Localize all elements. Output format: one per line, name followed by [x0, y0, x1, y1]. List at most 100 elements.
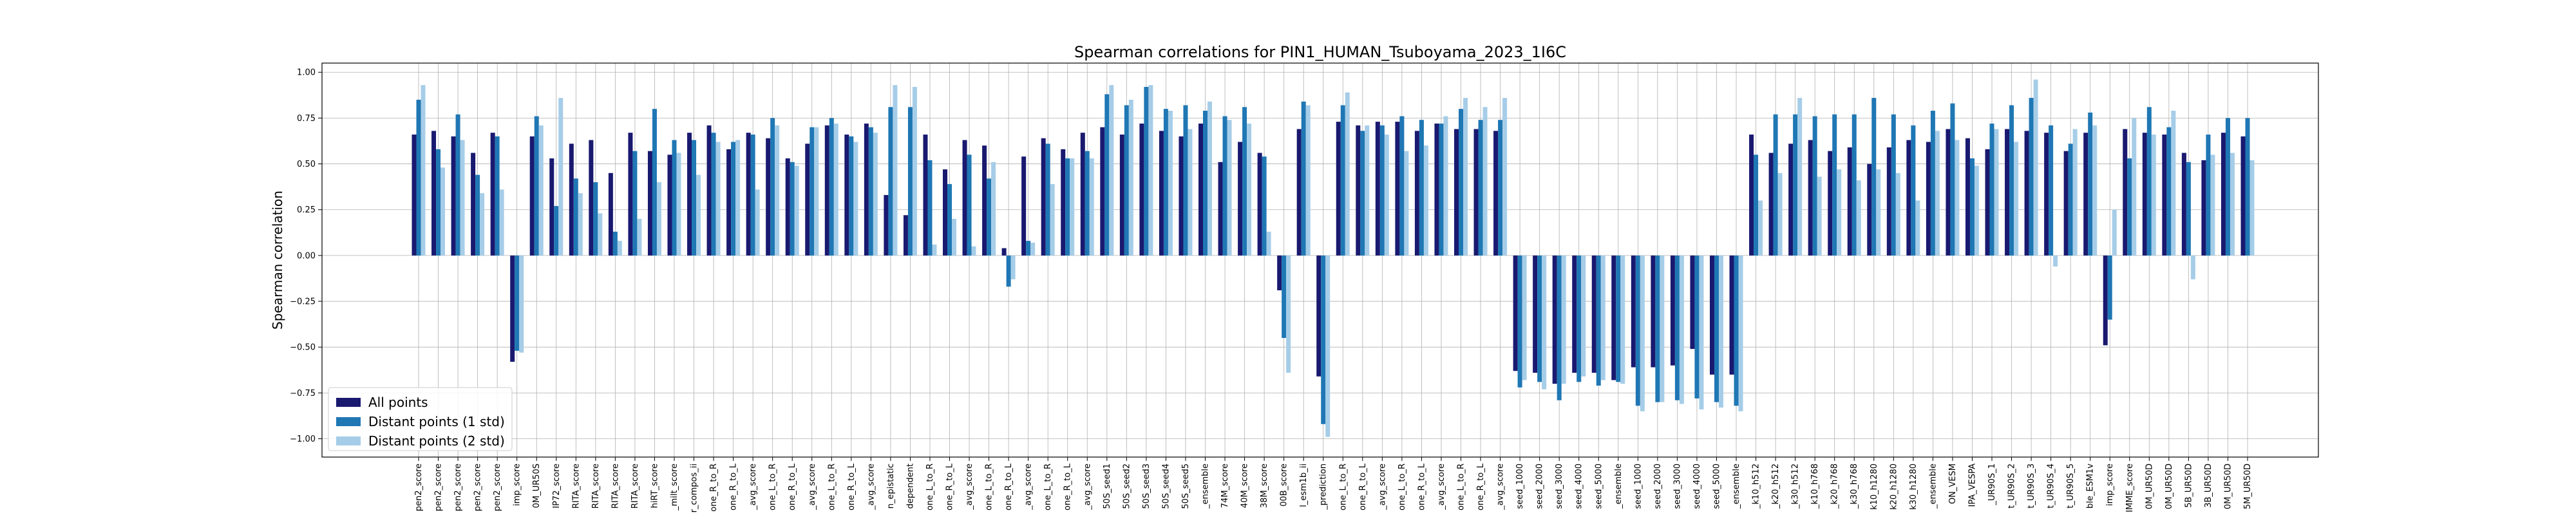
bar-series-2 [632, 151, 638, 256]
legend-frame [328, 387, 513, 451]
bar-series-3 [1758, 200, 1763, 256]
bar-series-1 [1336, 122, 1341, 256]
bar-series-1 [412, 135, 417, 256]
x-tick-label: 50S_seed4 [1161, 464, 1171, 509]
bar-series-2 [711, 133, 716, 256]
bar-series-3 [1561, 255, 1566, 384]
bar-series-2 [1045, 144, 1050, 256]
y-tick-label: −0.25 [290, 297, 316, 307]
bar-series-1 [451, 136, 456, 256]
bar-series-2 [987, 178, 992, 256]
bar-series-2 [672, 140, 677, 256]
bar-series-2 [573, 178, 578, 256]
bar-series-3 [1600, 255, 1605, 380]
bar-series-3 [2151, 135, 2156, 256]
bar-series-2 [770, 118, 775, 256]
bar-series-3 [2210, 154, 2215, 256]
bar-series-3 [2014, 142, 2019, 256]
bar-series-1 [490, 133, 495, 256]
bar-series-2 [2146, 107, 2152, 256]
bar-series-3 [715, 142, 721, 256]
x-tick-label: 0M_UR50S [532, 464, 542, 508]
bar-series-3 [1640, 255, 1645, 411]
bar-series-2 [1399, 116, 1405, 256]
x-tick-label: seed_2000 [1535, 464, 1545, 509]
x-tick-label: 0M_UR50D [2223, 464, 2233, 509]
bar-series-3 [676, 153, 681, 256]
bar-series-1 [746, 133, 751, 256]
bar-series-2 [1478, 120, 1483, 256]
bar-series-2 [1301, 101, 1306, 256]
bar-series-2 [849, 136, 854, 256]
x-tick-label: pen2_score [453, 464, 463, 511]
bar-series-2 [1026, 241, 1031, 256]
bar-series-2 [1557, 255, 1562, 400]
x-tick-label: 5B_UR50D [2184, 464, 2193, 508]
bar-series-3 [814, 127, 819, 256]
bar-series-1 [471, 153, 476, 256]
y-tick-label: 0.50 [297, 160, 316, 169]
x-tick-label: _k10_h768 [1810, 464, 1820, 509]
x-tick-label: _ensemble [1614, 464, 1624, 509]
bar-series-1 [2103, 255, 2108, 346]
x-tick-label: r_compos_ii [690, 464, 699, 512]
bar-series-3 [2171, 111, 2176, 256]
bar-series-2 [1911, 125, 1916, 256]
bar-series-2 [1340, 105, 1345, 256]
bar-series-1 [844, 135, 849, 256]
bar-series-2 [2186, 162, 2191, 256]
x-tick-label: _ensemble [1201, 464, 1211, 509]
bar-series-3 [1423, 145, 1428, 256]
bar-series-3 [421, 85, 426, 256]
bar-series-3 [499, 189, 504, 256]
bar-series-3 [1168, 111, 1173, 256]
x-tick-label: pen2_score [493, 464, 502, 511]
bar-series-1 [1296, 129, 1302, 256]
bar-series-1 [1906, 140, 1911, 256]
y-tick-label: −0.75 [290, 389, 316, 398]
bar-series-1 [1080, 133, 1085, 256]
bar-series-3 [1148, 85, 1153, 256]
bar-series-3 [952, 218, 957, 256]
bar-series-1 [1533, 255, 1538, 373]
bar-series-3 [1660, 255, 1665, 402]
bar-series-2 [416, 99, 421, 256]
bar-series-2 [1891, 114, 1896, 256]
legend-swatch-distant-2std [336, 436, 361, 445]
bar-series-3 [912, 87, 917, 256]
bar-series-2 [436, 149, 441, 256]
bar-series-3 [1581, 255, 1586, 377]
bar-series-2 [731, 142, 736, 256]
x-tick-label: 0M_UR50D [2164, 464, 2174, 509]
bar-series-1 [2044, 133, 2049, 256]
bar-series-3 [1718, 255, 1723, 408]
bar-series-3 [1895, 173, 1900, 256]
bar-series-1 [2221, 133, 2226, 256]
bar-series-3 [1227, 120, 1232, 256]
bar-series-1 [2142, 133, 2147, 256]
bar-series-3 [2053, 255, 2058, 267]
bar-series-2 [1262, 156, 1267, 256]
plot-frame [321, 62, 2319, 458]
x-tick-label: one_L_to_R [925, 464, 935, 510]
bar-series-2 [1084, 151, 1090, 256]
x-tick-label: seed_4000 [1575, 464, 1584, 509]
bar-series-1 [923, 135, 928, 256]
bar-series-2 [2245, 118, 2250, 256]
bar-series-2 [947, 183, 952, 256]
bar-series-2 [1144, 87, 1149, 256]
x-tick-label: one_R_to_R [709, 464, 719, 512]
bar-series-3 [1542, 255, 1547, 389]
x-tick-label: one_R_to_L [1358, 463, 1368, 510]
bar-series-1 [1277, 255, 1282, 290]
bar-series-2 [612, 231, 618, 256]
legend-label-distant-1std: Distant points (1 std) [368, 414, 505, 429]
x-tick-label: ble_ESM1v [2086, 464, 2096, 509]
bar-series-1 [1670, 255, 1675, 366]
bar-series-1 [864, 123, 869, 256]
bar-series-2 [1360, 131, 1365, 256]
bar-series-2 [1596, 255, 1601, 386]
x-tick-label: t_UR90S_3 [2027, 464, 2036, 509]
bar-series-3 [1050, 183, 1055, 256]
bar-series-3 [617, 241, 622, 256]
